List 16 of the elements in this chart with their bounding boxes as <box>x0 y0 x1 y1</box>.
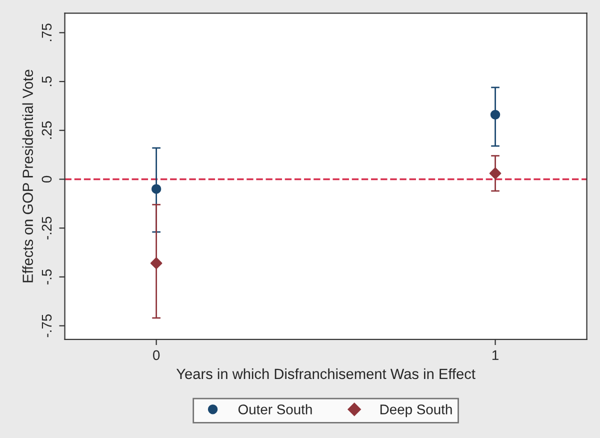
y-tick-label: 0 <box>42 176 52 183</box>
y-tick-label: .75 <box>42 24 52 42</box>
point <box>151 184 162 194</box>
point <box>490 110 500 120</box>
y-axis-title: Effects on GOP Presidential Vote <box>22 70 33 282</box>
legend-label: Outer South <box>238 404 312 414</box>
y-tick-label: .5 <box>42 76 52 86</box>
x-tick-label: 1 <box>492 350 498 360</box>
legend-label: Deep South <box>380 404 452 418</box>
y-tick-label: -.25 <box>42 216 52 240</box>
y-tick-label: -.5 <box>42 269 52 284</box>
y-tick-label: -.75 <box>42 314 52 338</box>
y-tick-label: .25 <box>42 121 52 139</box>
point <box>150 257 162 270</box>
x-axis-title: Years in which Disfranchisement Was in Effect <box>176 368 476 380</box>
point <box>489 167 502 180</box>
